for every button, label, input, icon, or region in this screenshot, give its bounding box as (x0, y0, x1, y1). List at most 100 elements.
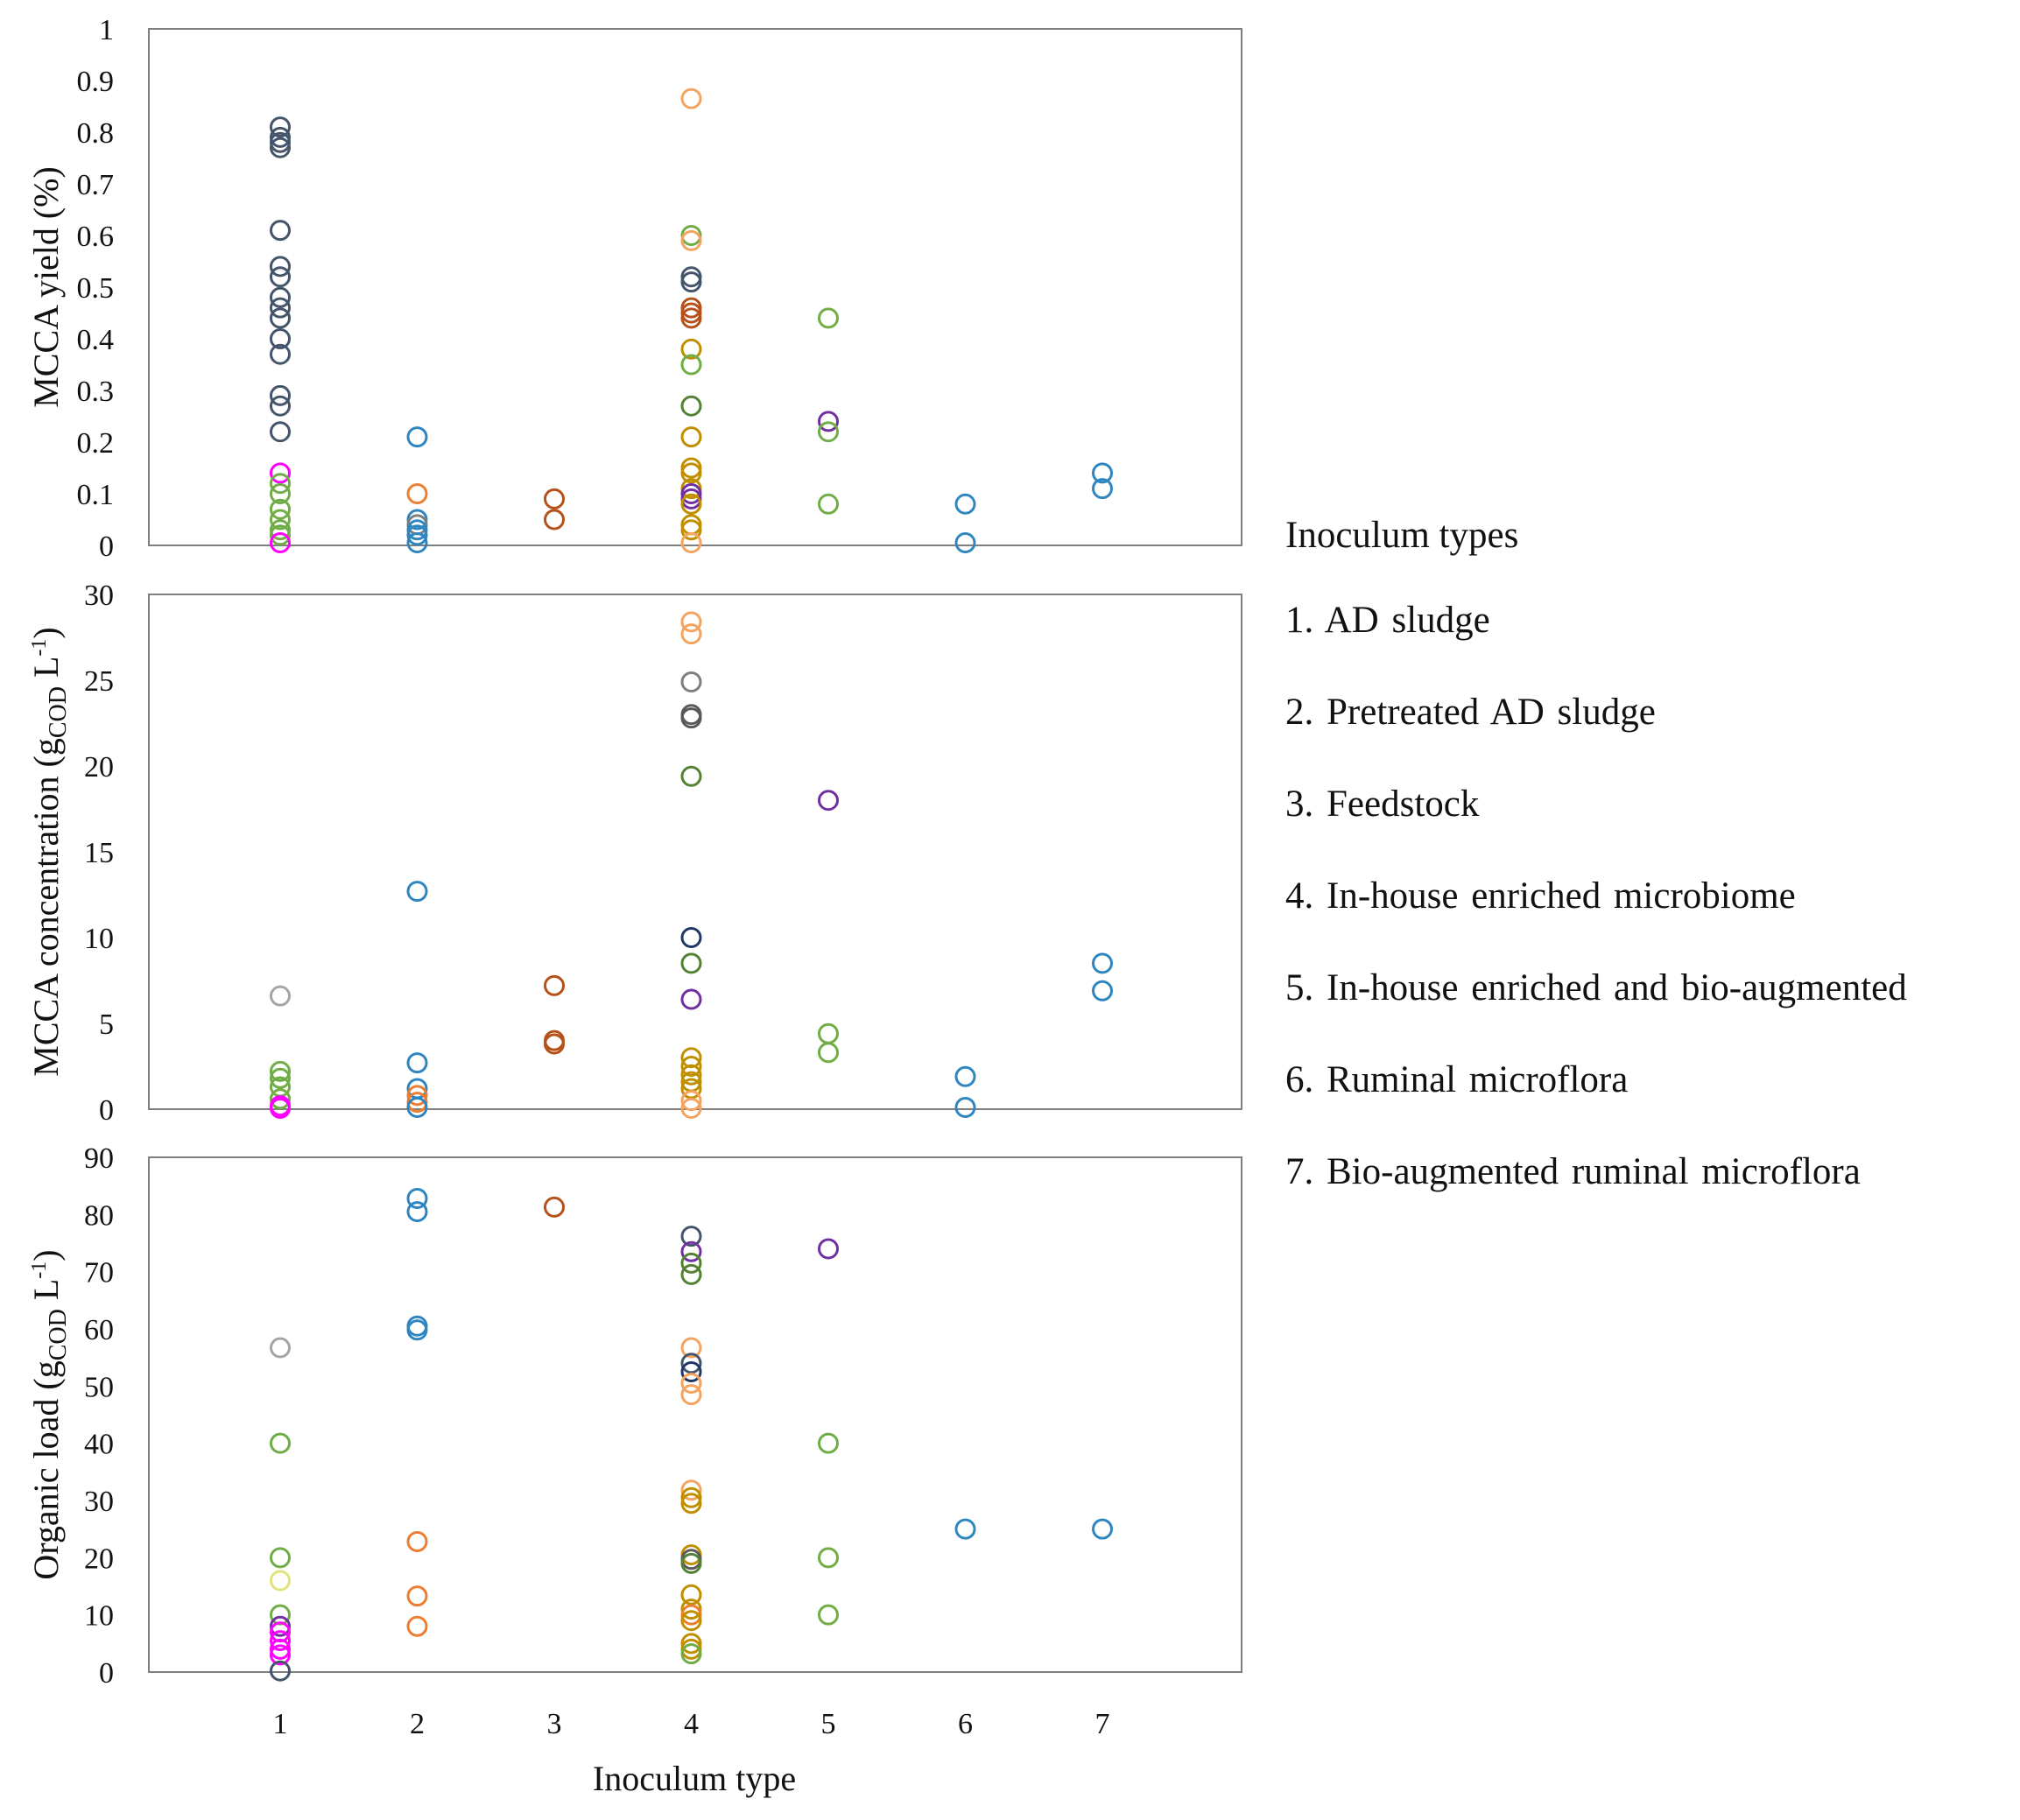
legend-item-3: 3. Feedstock (1285, 784, 1480, 825)
y-axis-label: Organic load (gCOD L-1) (26, 1249, 72, 1579)
data-point (680, 1584, 702, 1606)
data-point (270, 1644, 291, 1666)
data-point (680, 1493, 702, 1514)
data-point (818, 1547, 839, 1569)
data-point (680, 229, 702, 251)
data-point (680, 988, 702, 1010)
data-point (544, 509, 565, 531)
data-point (680, 478, 702, 500)
data-point (680, 1252, 702, 1274)
data-point (680, 1604, 702, 1626)
data-point (954, 1518, 976, 1540)
y-axis-label-part: Organic load (g (26, 1360, 66, 1579)
y-axis-label-part: L (26, 657, 66, 686)
y-tick-label: 25 (84, 665, 114, 698)
y-tick-label: 50 (84, 1371, 114, 1403)
data-point (406, 519, 428, 541)
data-point (406, 1531, 428, 1553)
data-point (680, 338, 702, 360)
x-tick-label: 4 (684, 1708, 699, 1740)
data-point (680, 532, 702, 554)
data-point (680, 1599, 702, 1620)
y-axis-label-part: MCCA concentration (g (26, 738, 66, 1077)
data-point (680, 1263, 702, 1285)
data-point (270, 524, 291, 546)
x-axis-ticks: 1 2 3 4 5 6 7 (273, 1708, 1110, 1740)
data-point (270, 137, 291, 158)
data-point (680, 671, 702, 692)
y-axis-label: MCCA concentration (gCOD L-1) (26, 627, 72, 1077)
y-tick-label: 0.8 (77, 117, 115, 150)
data-point (818, 411, 839, 432)
data-point (680, 462, 702, 484)
data-point (406, 1092, 428, 1114)
data-point (680, 1643, 702, 1665)
data-point (818, 307, 839, 329)
data-point (270, 1088, 291, 1110)
data-point (680, 519, 702, 541)
data-point (818, 421, 839, 443)
y-axis-label-part: ) (26, 1249, 66, 1261)
data-point (680, 623, 702, 645)
data-point (406, 426, 428, 448)
data-point (406, 509, 428, 531)
data-point (818, 1022, 839, 1044)
y-tick-label: 0.1 (77, 479, 115, 511)
data-point (406, 524, 428, 546)
data-point (270, 266, 291, 288)
data-point (680, 266, 702, 288)
data-point (680, 302, 702, 324)
y-tick-label: 0 (99, 1657, 114, 1690)
data-point (1092, 952, 1113, 974)
x-tick-label: 2 (410, 1708, 425, 1740)
legend: Inoculum types 1. AD sludge 2. Pretreate… (1285, 516, 2012, 1245)
data-point (818, 1238, 839, 1260)
data-point (680, 1361, 702, 1382)
panel-1: 0 0.1 0.2 0.3 0.4 0.5 0.6 0.7 0.8 0.9 1 MCCA yield … (26, 14, 1242, 563)
data-point (680, 927, 702, 948)
data-point (680, 1479, 702, 1501)
panel-2: 0 5 10 15 20 25 30 MCCA concentration (gCOD L-1… (26, 580, 1242, 1127)
y-tick-label: 70 (84, 1257, 114, 1289)
y-tick-label: 60 (84, 1314, 114, 1346)
data-point (270, 483, 291, 504)
data-point (680, 225, 702, 246)
data-point (270, 1660, 291, 1682)
data-point (954, 1065, 976, 1087)
y-axis-label-part: COD (45, 686, 72, 738)
plot-frame (148, 28, 1242, 546)
data-point (270, 1547, 291, 1569)
legend-item-2: 2. Pretreated AD sludge (1285, 692, 1656, 733)
data-point (270, 131, 291, 153)
y-tick-label: 0.7 (77, 169, 115, 201)
legend-item-4: 4. In-house enriched microbiome (1285, 875, 1796, 917)
y-tick-label: 0.3 (77, 376, 115, 408)
data-point (270, 1067, 291, 1089)
data-point (406, 1052, 428, 1074)
data-point (680, 1486, 702, 1508)
x-tick-label: 6 (958, 1708, 973, 1740)
legend-item-7: 7. Bio-augmented ruminal microflora (1285, 1151, 1861, 1192)
y-tick-label: 1 (99, 14, 114, 46)
data-point (406, 483, 428, 504)
data-point (954, 493, 976, 515)
chart-panels: 0 0.1 0.2 0.3 0.4 0.5 0.6 0.7 0.8 0.9 1 MCCA yield … (26, 14, 1242, 1690)
data-point (818, 1432, 839, 1454)
data-point (680, 1384, 702, 1406)
data-point (680, 271, 702, 293)
y-tick-label: 5 (99, 1008, 114, 1041)
data-point (680, 1240, 702, 1262)
data-point (270, 509, 291, 531)
data-point (270, 220, 291, 242)
data-point (680, 1064, 702, 1086)
y-axis-label-part: -1 (28, 1261, 51, 1279)
y-tick-label: 15 (84, 837, 114, 869)
data-point (680, 297, 702, 319)
y-tick-label: 0 (99, 1094, 114, 1127)
y-axis-label: MCCA yield (%) (26, 166, 66, 408)
y-tick-label: 20 (84, 1542, 114, 1575)
legend-title: Inoculum types (1285, 515, 1519, 556)
data-point (544, 1196, 565, 1218)
data-point (270, 462, 291, 484)
